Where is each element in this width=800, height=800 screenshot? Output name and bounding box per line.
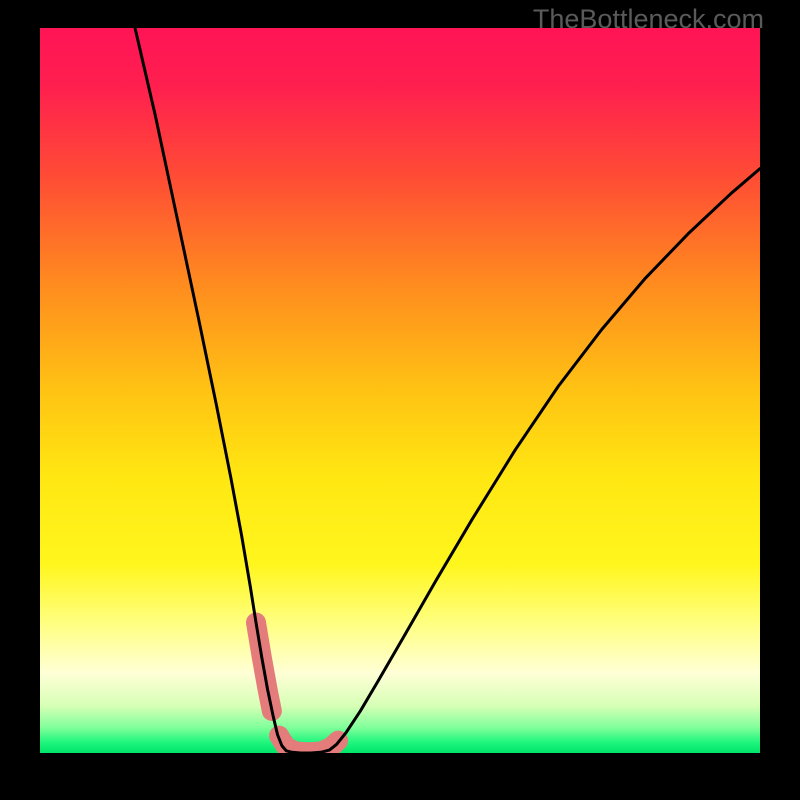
chart-overlay [40, 28, 760, 753]
stage: TheBottleneck.com [0, 0, 800, 800]
watermark-text: TheBottleneck.com [533, 4, 764, 35]
bottleneck-curve [135, 28, 760, 753]
plot-area [40, 28, 760, 753]
